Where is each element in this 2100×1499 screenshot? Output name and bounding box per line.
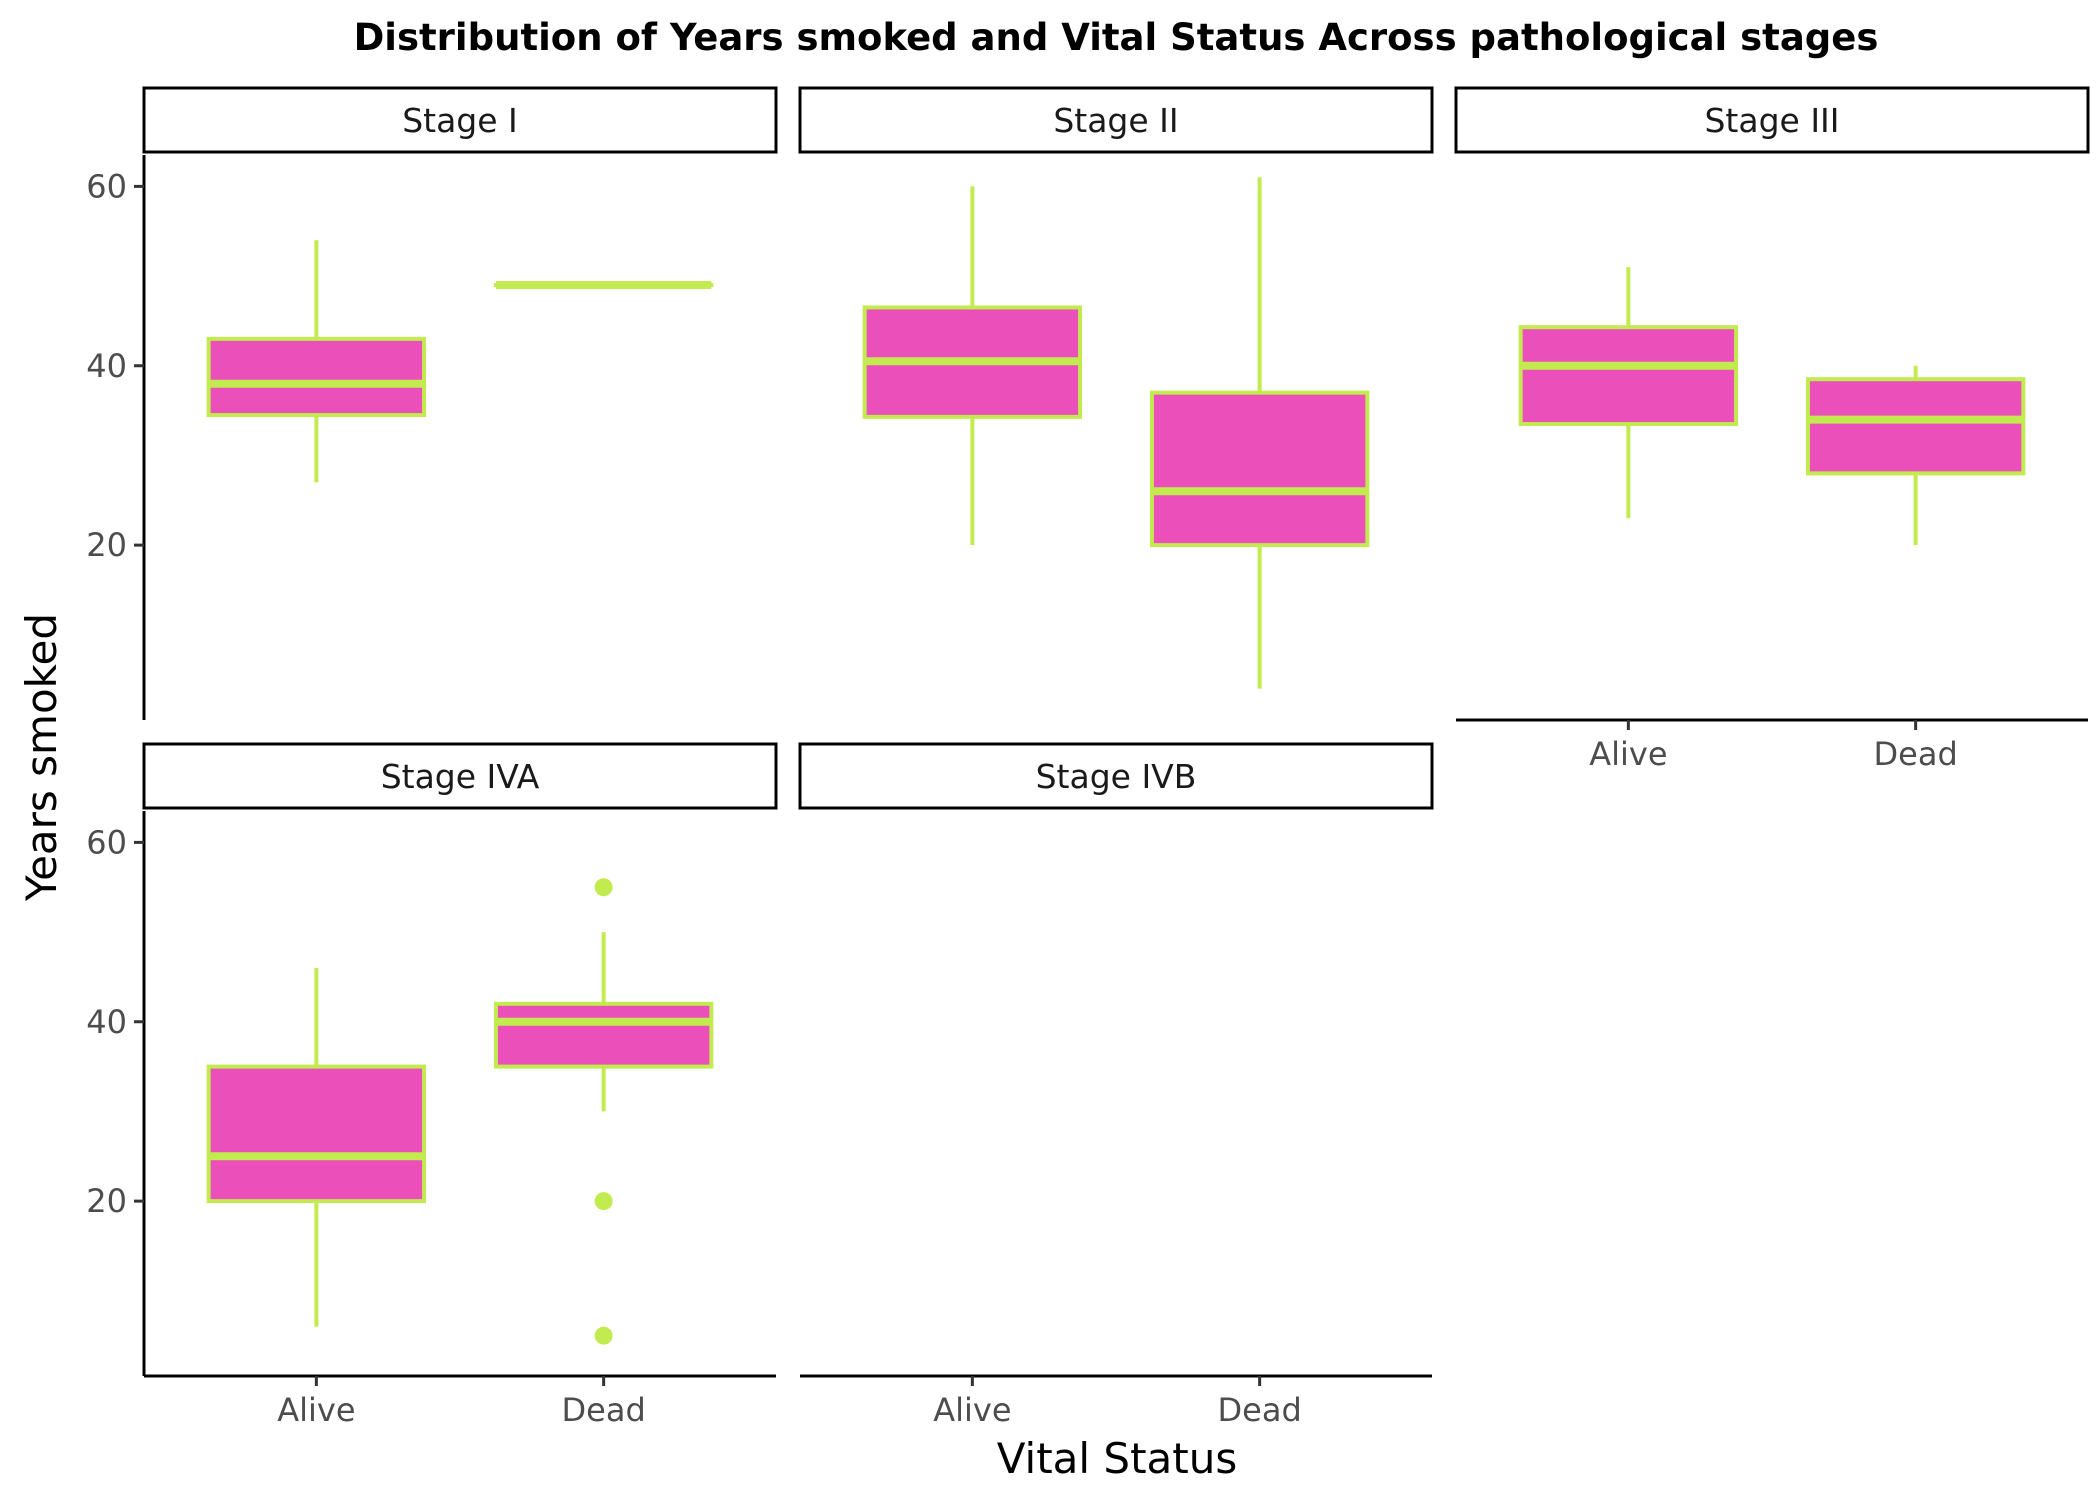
x-tick-label-stage-iva-alive: Alive [277, 1391, 355, 1429]
strip-box-stage-iii [1454, 86, 2090, 154]
facet-panel-stage-ivb: Stage IVB Alive Dead [798, 742, 1434, 1429]
facet-panel-stage-ii: Stage II [798, 86, 1434, 689]
box-stage-iva-alive [206, 967, 427, 1327]
strip-label-stage-iii: Stage III [1704, 101, 1839, 140]
box-body-stage-i-alive [206, 336, 427, 418]
box-stage-ii-dead [1149, 177, 1370, 689]
strip-label-stage-i: Stage I [402, 101, 518, 140]
facet-panel-stage-iva: Stage IVA 20 40 60 Alive Dead [86, 742, 778, 1429]
box-stage-iii-dead [1805, 365, 2026, 546]
box-stage-ii-alive [862, 186, 1083, 546]
facet-panel-stage-i: Stage I 20 40 60 [86, 86, 778, 720]
y-axis-title: Years smoked [17, 613, 66, 902]
y-tick-label-stage-i-40: 40 [86, 347, 127, 385]
box-body-stage-iva-alive [206, 1064, 427, 1204]
box-body-stage-iva-dead [493, 1001, 714, 1069]
box-body-stage-iii-dead [1805, 377, 2026, 476]
x-tick-label-stage-iva-dead: Dead [562, 1391, 646, 1429]
facet-panel-stage-iii: Stage III Alive Dead [1454, 86, 2090, 773]
chart-title: Distribution of Years smoked and Vital S… [354, 16, 1879, 59]
strip-box-stage-ivb [798, 742, 1434, 810]
x-tick-label-stage-ivb-dead: Dead [1218, 1391, 1302, 1429]
strip-label-stage-ivb: Stage IVB [1036, 757, 1197, 796]
strip-label-stage-iva: Stage IVA [381, 757, 540, 796]
box-body-stage-ii-dead [1149, 390, 1370, 548]
strip-box-stage-iva [142, 742, 778, 810]
strip-box-stage-ii [798, 86, 1434, 154]
y-tick-label-stage-i-20: 20 [86, 526, 127, 564]
box-stage-iii-alive [1518, 267, 1739, 519]
outlier-point-stage-iva-dead-1 [594, 1192, 613, 1211]
outlier-point-stage-iva-dead-0 [594, 878, 613, 897]
x-tick-label-stage-iii-alive: Alive [1589, 735, 1667, 773]
box-stage-i-alive [206, 240, 427, 483]
outlier-point-stage-iva-dead-2 [594, 1326, 613, 1345]
strip-box-stage-i [142, 86, 778, 154]
y-tick-label-stage-iva-40: 40 [86, 1003, 127, 1041]
box-stage-iva-dead [493, 878, 714, 1345]
x-axis-title: Vital Status [997, 1434, 1238, 1483]
x-tick-label-stage-iii-dead: Dead [1874, 735, 1958, 773]
y-tick-label-stage-iva-60: 60 [86, 823, 127, 861]
y-tick-label-stage-iva-20: 20 [86, 1182, 127, 1220]
y-tick-label-stage-i-60: 60 [86, 167, 127, 205]
strip-label-stage-ii: Stage II [1053, 101, 1178, 140]
x-tick-label-stage-ivb-alive: Alive [933, 1391, 1011, 1429]
box-body-stage-iii-alive [1518, 325, 1739, 427]
